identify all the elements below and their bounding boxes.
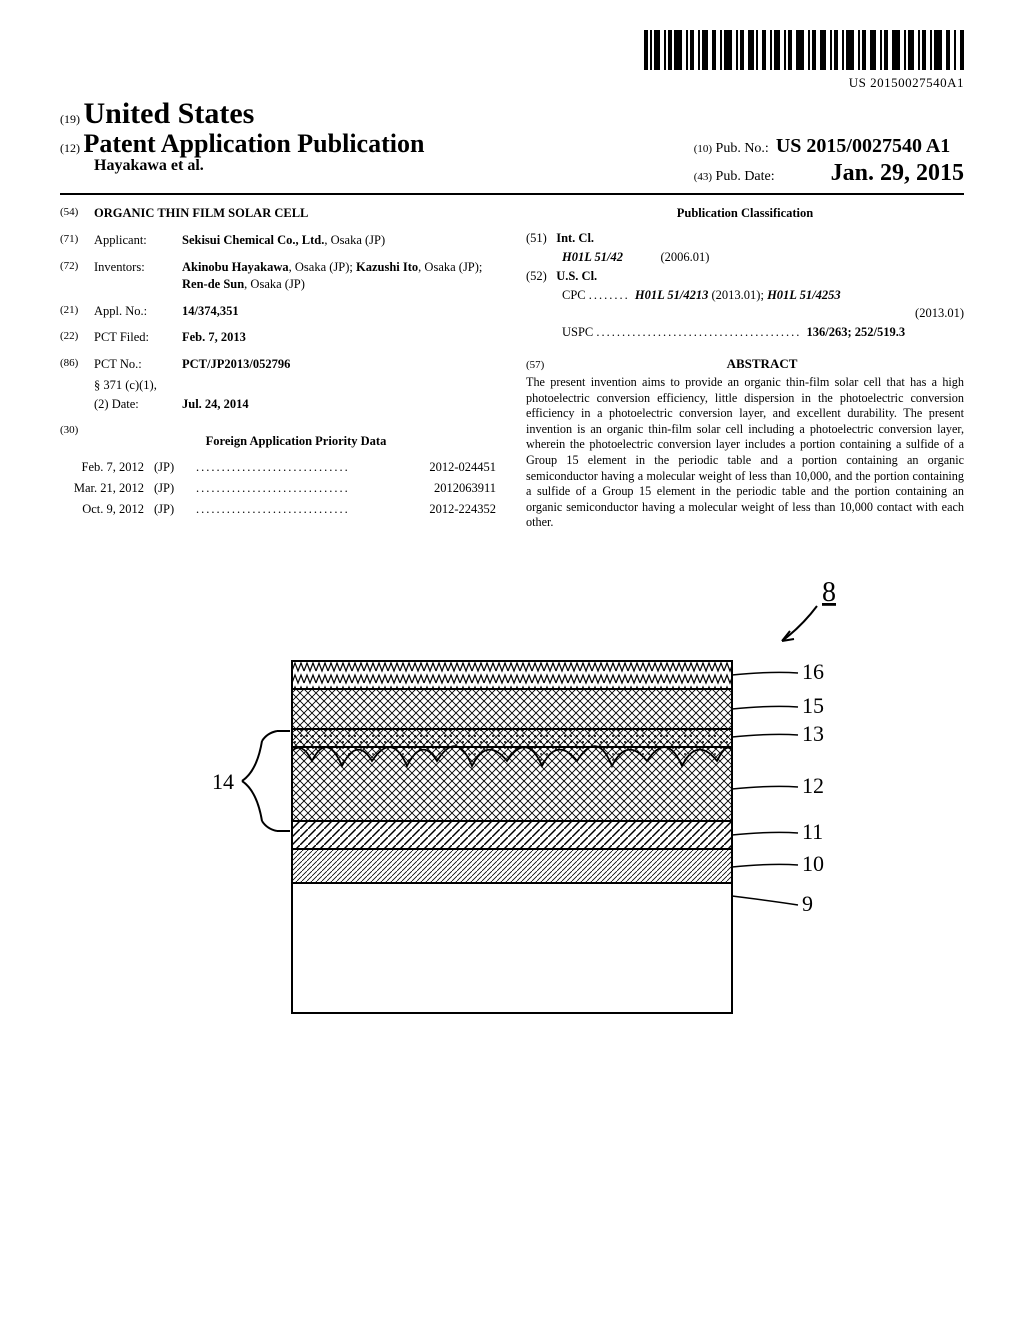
- cpc-label: CPC: [562, 288, 586, 302]
- country-name: United States: [84, 97, 255, 130]
- sec371-label: § 371 (c)(1),: [94, 377, 182, 394]
- intcl-date: (2006.01): [661, 250, 710, 264]
- priority-date: Feb. 7, 2012: [62, 458, 152, 477]
- figure: 8 16 15 13: [60, 571, 964, 1076]
- solar-cell-diagram: 8 16 15 13: [122, 571, 902, 1071]
- pctfiled-num: (22): [60, 329, 94, 346]
- inventors-label: Inventors:: [94, 259, 182, 293]
- barcode-text: US 20150027540A1: [60, 75, 964, 91]
- inventors-list: Akinobu Hayakawa, Osaka (JP); Kazushi It…: [182, 259, 498, 293]
- pubno: US 2015/0027540 A1: [776, 135, 950, 157]
- table-row: Feb. 7, 2012 (JP) ......................…: [62, 458, 496, 477]
- pub-label: Patent Application Publication: [84, 129, 425, 158]
- appl-label: Appl. No.:: [94, 303, 182, 320]
- pctno-label: PCT No.:: [94, 356, 182, 373]
- barcode-icon: [644, 30, 964, 70]
- uscl-label: U.S. Cl.: [556, 269, 597, 283]
- uspc-label: USPC: [562, 325, 593, 339]
- title-num: (54): [60, 205, 94, 222]
- sec371-date-value: Jul. 24, 2014: [182, 396, 498, 413]
- priority-appnum: 2012-024451: [406, 458, 496, 477]
- sec371-date-label: (2) Date:: [94, 396, 182, 413]
- classification-block: (51) Int. Cl. H01L 51/42 (2006.01) (52) …: [526, 230, 964, 341]
- priority-num: (30): [60, 423, 94, 456]
- invention-title: ORGANIC THIN FILM SOLAR CELL: [94, 205, 498, 222]
- cpc-date-2: (2013.01): [526, 305, 964, 322]
- dots-leader: ........................................: [596, 325, 806, 339]
- ref-label: 16: [802, 659, 824, 684]
- priority-cc: (JP): [154, 479, 194, 498]
- pubdate-prefix: (43): [694, 171, 712, 183]
- dots-leader: ..............................: [196, 458, 404, 477]
- pctfiled-value: Feb. 7, 2013: [182, 329, 498, 346]
- dots-leader: ..............................: [196, 500, 404, 519]
- pubno-prefix: (10): [694, 143, 712, 155]
- cpc-code-1: H01L 51/4213: [635, 288, 709, 302]
- abstract-num: (57): [526, 358, 560, 373]
- left-column: (54) ORGANIC THIN FILM SOLAR CELL (71) A…: [60, 205, 498, 531]
- right-column: Publication Classification (51) Int. Cl.…: [526, 205, 964, 531]
- priority-cc: (JP): [154, 500, 194, 519]
- ref-label: 11: [802, 819, 823, 844]
- priority-table: Feb. 7, 2012 (JP) ......................…: [60, 456, 498, 521]
- pctno-value: PCT/JP2013/052796: [182, 356, 498, 373]
- priority-appnum: 2012063911: [406, 479, 496, 498]
- priority-date: Oct. 9, 2012: [62, 500, 152, 519]
- dots-leader: ..............................: [196, 479, 404, 498]
- ref-main: 8: [822, 577, 836, 608]
- ref-label: 13: [802, 721, 824, 746]
- table-row: Oct. 9, 2012 (JP) ......................…: [62, 500, 496, 519]
- pubdate: Jan. 29, 2015: [831, 160, 964, 186]
- authors-line: Hayakawa et al.: [94, 157, 424, 175]
- header: (19) United States (12) Patent Applicati…: [60, 97, 964, 187]
- abstract-title: ABSTRACT: [560, 355, 964, 373]
- applicant-num: (71): [60, 232, 94, 249]
- appl-num-prefix: (21): [60, 303, 94, 320]
- priority-date: Mar. 21, 2012: [62, 479, 152, 498]
- appl-value: 14/374,351: [182, 303, 498, 320]
- priority-title: Foreign Application Priority Data: [94, 433, 498, 450]
- country-prefix: (19): [60, 112, 80, 126]
- divider: [60, 193, 964, 195]
- inventors-num: (72): [60, 259, 94, 293]
- cpc-date-1: (2013.01);: [712, 288, 768, 302]
- abstract-body: The present invention aims to provide an…: [526, 375, 964, 531]
- content-columns: (54) ORGANIC THIN FILM SOLAR CELL (71) A…: [60, 205, 964, 531]
- priority-appnum: 2012-224352: [406, 500, 496, 519]
- pubdate-label: Pub. Date:: [716, 169, 775, 184]
- ref-label-left: 14: [212, 769, 234, 794]
- pub-prefix: (12): [60, 141, 80, 155]
- ref-label: 15: [802, 693, 824, 718]
- barcode-block: US 20150027540A1: [60, 30, 964, 91]
- cpc-code-2: H01L 51/4253: [767, 288, 841, 302]
- ref-label: 9: [802, 891, 813, 916]
- priority-cc: (JP): [154, 458, 194, 477]
- applicant-name: Sekisui Chemical Co., Ltd.: [182, 233, 324, 247]
- intcl-label: Int. Cl.: [556, 231, 594, 245]
- uspc-value: 136/263; 252/519.3: [807, 325, 906, 339]
- pubno-label: Pub. No.:: [716, 141, 769, 156]
- uscl-num: (52): [526, 269, 547, 283]
- applicant-loc: , Osaka (JP): [324, 233, 385, 247]
- intcl-num: (51): [526, 231, 547, 245]
- pctno-num: (86): [60, 356, 94, 373]
- dots-leader: ........: [589, 288, 635, 302]
- table-row: Mar. 21, 2012 (JP) .....................…: [62, 479, 496, 498]
- classification-title: Publication Classification: [526, 205, 964, 222]
- intcl-code: H01L 51/42: [562, 250, 623, 264]
- ref-label: 10: [802, 851, 824, 876]
- applicant-label: Applicant:: [94, 232, 182, 249]
- pctfiled-label: PCT Filed:: [94, 329, 182, 346]
- ref-label: 12: [802, 773, 824, 798]
